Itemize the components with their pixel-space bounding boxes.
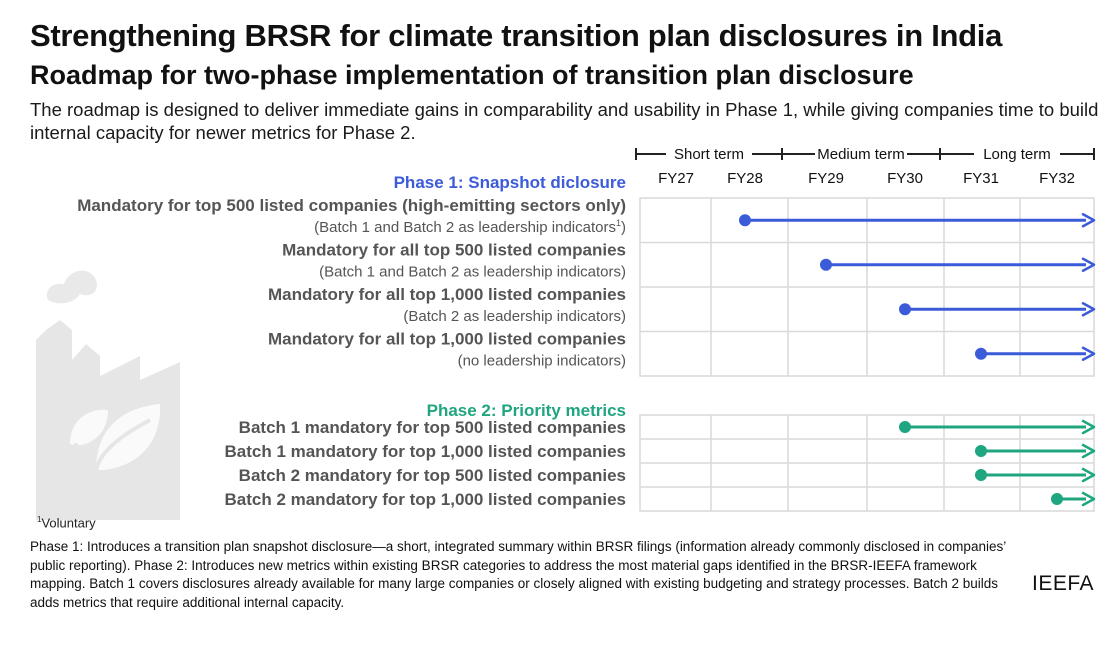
year-label: FY32	[1039, 170, 1075, 187]
row-labels: Phase 1: Snapshot diclosure Mandatory for…	[77, 173, 626, 509]
notes-text: Phase 1: Introduces a transition plan sn…	[30, 539, 1006, 610]
timeline-axis: Short term Medium term Long term FY27 FY28 FY…	[635, 144, 1095, 187]
year-label: FY31	[963, 170, 999, 187]
timeline-start-dot	[975, 469, 987, 481]
row-label: Mandatory for all top 1,000 listed compa…	[268, 285, 626, 304]
timeline-arrow	[1081, 443, 1096, 459]
timeline-band-label: Short term	[674, 146, 744, 163]
footnote-marker: 1	[37, 515, 42, 524]
timeline-start-dot	[739, 214, 751, 227]
row-sublabel: (Batch 2 as leadership indicators)	[403, 308, 626, 325]
phase-title: Phase 2: Priority metrics	[427, 401, 626, 420]
row-label: Mandatory for top 500 listed companies (…	[77, 196, 626, 215]
row-label: Batch 1 mandatory for top 1,000 listed c…	[224, 442, 626, 461]
timeline-band-bg	[815, 144, 907, 164]
footnote-text: Voluntary	[41, 515, 96, 531]
row-label: Batch 2 mandatory for top 1,000 listed c…	[224, 490, 626, 509]
timeline-start-dot	[899, 421, 911, 433]
chart-bars	[739, 213, 1096, 507]
timeline-arrow	[1081, 467, 1096, 483]
timeline-arrow	[1081, 419, 1096, 435]
year-label: FY30	[887, 170, 923, 187]
intro-text: The roadmap is designed to deliver immed…	[30, 99, 1099, 143]
year-label: FY29	[808, 170, 844, 187]
timeline-band-bg	[974, 144, 1060, 164]
timeline-arrow	[1081, 302, 1096, 317]
timeline-start-dot	[899, 303, 911, 316]
brand-logo: IEEFA	[1032, 572, 1095, 595]
timeline-start-dot	[975, 445, 987, 457]
timeline-band-label: Medium term	[817, 146, 905, 163]
timeline-start-dot	[820, 258, 832, 271]
factory-leaf-icon	[36, 270, 180, 520]
year-label: FY28	[727, 170, 763, 187]
row-label: Batch 1 mandatory for top 500 listed com…	[239, 418, 626, 437]
timeline-arrow	[1081, 346, 1096, 361]
phase-title: Phase 1: Snapshot diclosure	[394, 173, 626, 192]
timeline-band-label: Long term	[983, 146, 1051, 163]
row-label: Batch 2 mandatory for top 500 listed com…	[239, 466, 626, 485]
timeline-band-bg	[666, 144, 752, 164]
page-subtitle: Roadmap for two-phase implementation of …	[30, 60, 914, 90]
timeline-start-dot	[975, 347, 987, 360]
row-sublabel: (Batch 1 and Batch 2 as leadership indic…	[319, 264, 626, 281]
page-title: Strengthening BRSR for climate transitio…	[30, 18, 1003, 53]
row-label: Mandatory for all top 1,000 listed compa…	[268, 330, 626, 349]
row-sublabel: (Batch 1 and Batch 2 as leadership indic…	[314, 218, 626, 236]
year-label: FY27	[658, 170, 694, 187]
timeline-start-dot	[1051, 493, 1063, 505]
footnote: 1Voluntary	[37, 515, 96, 530]
timeline-arrow	[1081, 491, 1096, 507]
timeline-arrow	[1081, 213, 1096, 228]
chart-grid	[639, 197, 1095, 512]
row-sublabel: (no leadership indicators)	[458, 353, 626, 370]
row-label: Mandatory for all top 500 listed compani…	[282, 241, 626, 260]
timeline-arrow	[1081, 257, 1096, 272]
